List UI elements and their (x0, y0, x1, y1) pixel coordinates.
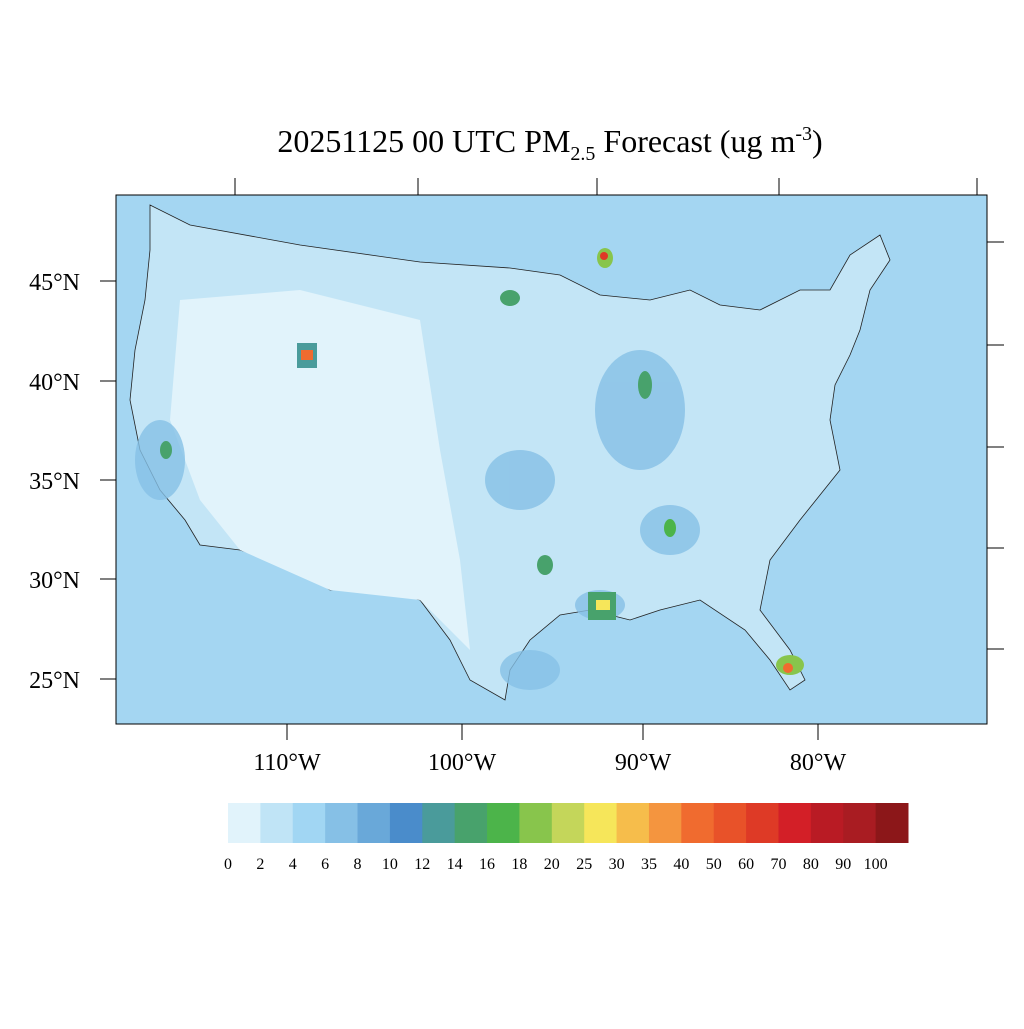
colorbar-label: 18 (511, 856, 527, 873)
title-sub: 2.5 (570, 143, 595, 165)
colorbar-box (616, 803, 650, 843)
colorbar-label: 35 (641, 856, 657, 873)
colorbar-box (843, 803, 877, 843)
colorbar-label: 40 (673, 856, 689, 873)
map (116, 195, 987, 724)
colorbar-box (648, 803, 682, 843)
lon-label: 110°W (253, 750, 321, 776)
colorbar-box (260, 803, 294, 843)
colorbar-box (681, 803, 715, 843)
colorbar-label: 10 (382, 856, 398, 873)
title: 20251125 00 UTC PM2.5 Forecast (ug m-3) (277, 123, 822, 165)
colorbar-box (713, 803, 747, 843)
lat-label: 45°N (29, 270, 80, 296)
hotspots (160, 248, 804, 675)
colorbar-box (389, 803, 423, 843)
colorbar-label: 12 (414, 856, 430, 873)
colorbar-label: 14 (447, 856, 463, 873)
colorbar-box (875, 803, 909, 843)
colorbar-box (357, 803, 391, 843)
colorbar-box (746, 803, 779, 843)
colorbar-label: 8 (354, 856, 362, 873)
colorbar-box (228, 803, 261, 843)
colorbar-label: 20 (544, 856, 560, 873)
colorbar-label: 2 (256, 856, 264, 873)
colorbar-label: 60 (738, 856, 754, 873)
colorbar-label: 16 (479, 856, 495, 873)
colorbar-box (551, 803, 585, 843)
colorbar-box (584, 803, 618, 843)
title-end: ) (812, 123, 823, 159)
colorbar-box (519, 803, 553, 843)
colorbar-label: 30 (609, 856, 625, 873)
colorbar-box (292, 803, 326, 843)
lon-label: 80°W (790, 750, 847, 776)
colorbar-label: 4 (289, 856, 297, 873)
lat-label: 40°N (29, 370, 80, 396)
colorbar-label: 50 (706, 856, 722, 873)
lat-label: 25°N (29, 668, 80, 694)
colorbar-box (487, 803, 520, 843)
colorbar-label: 100 (864, 856, 888, 873)
lat-label: 35°N (29, 469, 80, 495)
title-unit: Forecast (ug m (595, 123, 795, 159)
ticks (100, 178, 1004, 740)
colorbar-label: 25 (576, 856, 592, 873)
lon-label: 90°W (615, 750, 672, 776)
colorbar-box (454, 803, 488, 843)
colorbar-label: 6 (321, 856, 329, 873)
colorbar-label: 70 (770, 856, 786, 873)
colorbar-box (422, 803, 456, 843)
colorbar-label: 0 (224, 856, 232, 873)
title-sup: -3 (795, 123, 812, 145)
lat-label: 30°N (29, 568, 80, 594)
title-main: 20251125 00 UTC PM (277, 123, 570, 159)
colorbar-box (810, 803, 844, 843)
lon-label: 100°W (428, 750, 497, 776)
colorbar-label: 90 (835, 856, 851, 873)
colorbar-box (325, 803, 359, 843)
colorbar-label: 80 (803, 856, 819, 873)
colorbar-box (778, 803, 812, 843)
clean-west (170, 290, 470, 650)
frame (115, 194, 988, 725)
